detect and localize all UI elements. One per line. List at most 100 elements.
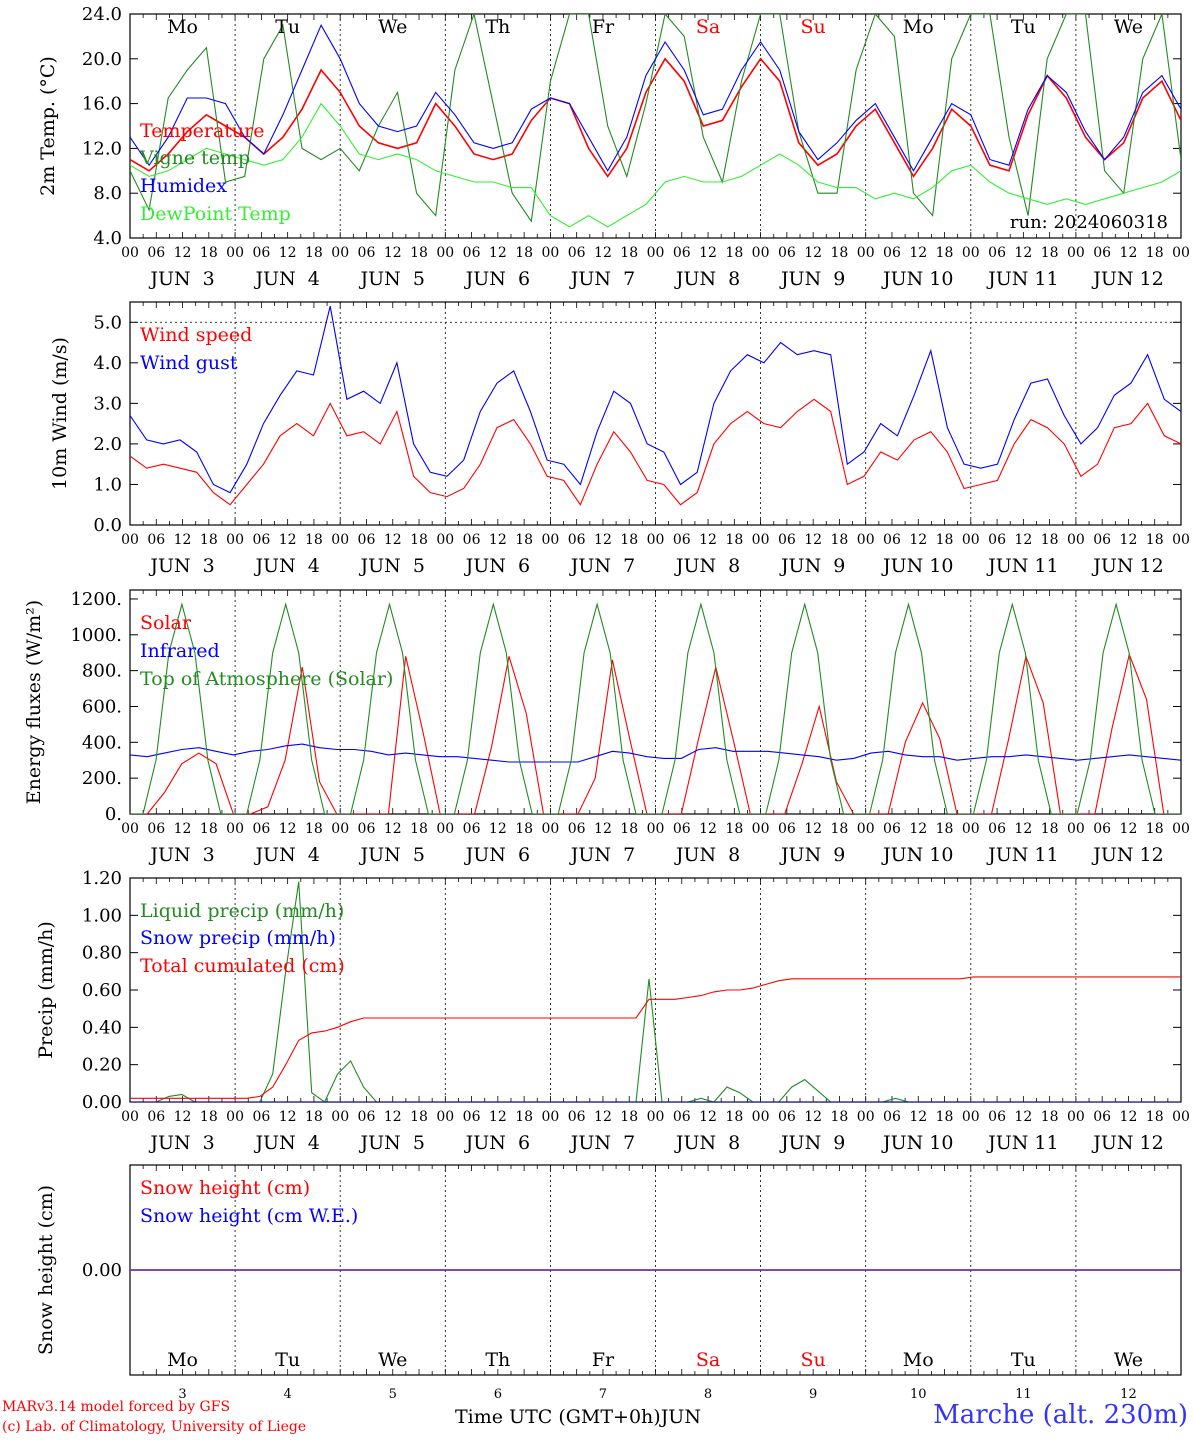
y-tick-label: 4.0 <box>93 353 122 374</box>
hour-tick-label: 18 <box>305 1109 323 1125</box>
date-label: JUN 11 <box>986 1132 1058 1154</box>
hour-tick-label: 00 <box>541 532 559 548</box>
series-line <box>130 57 1181 178</box>
y-tick-label: 12.0 <box>82 138 122 159</box>
date-label: JUN 6 <box>464 1132 530 1154</box>
hour-tick-label: 06 <box>778 1109 796 1125</box>
hour-tick-label: 12 <box>489 532 507 548</box>
date-label: JUN 7 <box>569 268 635 290</box>
day-label: Fr <box>592 16 615 38</box>
hour-tick-label: 12 <box>699 532 717 548</box>
legend-label: Liquid precip (mm/h) <box>140 900 344 922</box>
date-label: JUN 12 <box>1091 844 1163 866</box>
legend-label: Solar <box>140 612 192 634</box>
hour-tick-label: 12 <box>1120 532 1138 548</box>
date-label: JUN 4 <box>253 1132 319 1154</box>
hour-tick-label: 12 <box>489 821 507 837</box>
hour-tick-label: 00 <box>647 245 665 261</box>
hour-tick-label: 06 <box>147 532 165 548</box>
hour-tick-label: 06 <box>988 532 1006 548</box>
hour-tick-label: 12 <box>174 532 192 548</box>
hour-tick-label: 18 <box>1041 1109 1059 1125</box>
hour-tick-label: 06 <box>463 245 481 261</box>
hour-tick-label: 18 <box>515 1109 533 1125</box>
day-label: Mo <box>903 1349 934 1371</box>
date-label: JUN 3 <box>148 1132 214 1154</box>
hour-tick-label: 00 <box>331 821 349 837</box>
hour-tick-label: 00 <box>121 821 139 837</box>
legend-label: Infrared <box>140 640 220 662</box>
day-label: We <box>378 16 407 38</box>
bottom-date-label: 6 <box>494 1387 502 1402</box>
panel-1: 2m Temp. (°C) <box>37 13 1182 239</box>
date-label: JUN 10 <box>881 844 953 866</box>
hour-tick-label: 06 <box>568 1109 586 1125</box>
hour-tick-label: 12 <box>174 245 192 261</box>
y-tick-label: 0.20 <box>82 1055 122 1076</box>
hour-tick-label: 06 <box>147 245 165 261</box>
hour-tick-label: 00 <box>857 1109 875 1125</box>
hour-tick-label: 00 <box>962 821 980 837</box>
date-label: JUN 11 <box>986 844 1058 866</box>
y-tick-label: 0.00 <box>82 1260 122 1281</box>
hour-tick-label: 00 <box>752 821 770 837</box>
date-label: JUN 9 <box>779 555 845 577</box>
legend-label: Snow height (cm W.E.) <box>140 1205 358 1227</box>
date-label: JUN 7 <box>569 844 635 866</box>
bottom-date-label: 4 <box>284 1387 292 1402</box>
hour-tick-label: 12 <box>909 532 927 548</box>
bottom-date-label: 3 <box>178 1387 186 1402</box>
hour-tick-label: 00 <box>752 1109 770 1125</box>
date-label: JUN 5 <box>359 268 425 290</box>
hour-tick-label: 12 <box>804 245 822 261</box>
legend-label: Humidex <box>140 175 227 197</box>
hour-tick-label: 06 <box>358 1109 376 1125</box>
hour-tick-label: 18 <box>936 821 954 837</box>
date-label: JUN 8 <box>674 1132 740 1154</box>
y-tick-label: 800. <box>82 661 122 682</box>
date-label: JUN 5 <box>359 844 425 866</box>
y-tick-label: 8.0 <box>93 183 122 204</box>
hour-tick-label: 00 <box>436 1109 454 1125</box>
hour-tick-label: 06 <box>883 1109 901 1125</box>
hour-tick-label: 06 <box>1093 1109 1111 1125</box>
hour-tick-label: 06 <box>778 821 796 837</box>
legend-label: Wind gust <box>140 352 238 374</box>
hour-tick-label: 18 <box>1041 821 1059 837</box>
hour-tick-label: 00 <box>752 532 770 548</box>
hour-tick-label: 06 <box>988 821 1006 837</box>
y-tick-label: 20.0 <box>82 49 122 70</box>
date-label: JUN 3 <box>148 555 214 577</box>
hour-tick-label: 12 <box>279 1109 297 1125</box>
hour-tick-label: 00 <box>121 245 139 261</box>
y-tick-label: 200. <box>82 768 122 789</box>
hour-tick-label: 00 <box>752 245 770 261</box>
hour-tick-label: 18 <box>831 532 849 548</box>
hour-tick-label: 12 <box>384 532 402 548</box>
hour-tick-label: 00 <box>857 532 875 548</box>
day-label: We <box>1114 16 1143 38</box>
hour-tick-label: 12 <box>909 1109 927 1125</box>
date-label: JUN 6 <box>464 844 530 866</box>
hour-tick-label: 06 <box>568 821 586 837</box>
y-tick-label: 0.00 <box>82 1092 122 1113</box>
hour-tick-label: 00 <box>647 532 665 548</box>
hour-tick-label: 06 <box>673 245 691 261</box>
bottom-date-label: 12 <box>1120 1387 1137 1402</box>
hour-tick-label: 06 <box>358 821 376 837</box>
hour-tick-label: 18 <box>620 821 638 837</box>
hour-tick-label: 00 <box>1172 821 1190 837</box>
panel-4: Precip (mm/h) <box>35 877 1182 1103</box>
hour-tick-label: 18 <box>620 245 638 261</box>
hour-tick-label: 18 <box>725 245 743 261</box>
series-line <box>130 398 1181 506</box>
hour-tick-label: 00 <box>121 1109 139 1125</box>
date-label: JUN 8 <box>674 268 740 290</box>
hour-tick-label: 12 <box>804 821 822 837</box>
day-label: Fr <box>592 1349 615 1371</box>
hour-tick-label: 12 <box>1014 1109 1032 1125</box>
hour-tick-label: 00 <box>121 532 139 548</box>
hour-tick-label: 06 <box>883 245 901 261</box>
date-label: JUN 7 <box>569 555 635 577</box>
